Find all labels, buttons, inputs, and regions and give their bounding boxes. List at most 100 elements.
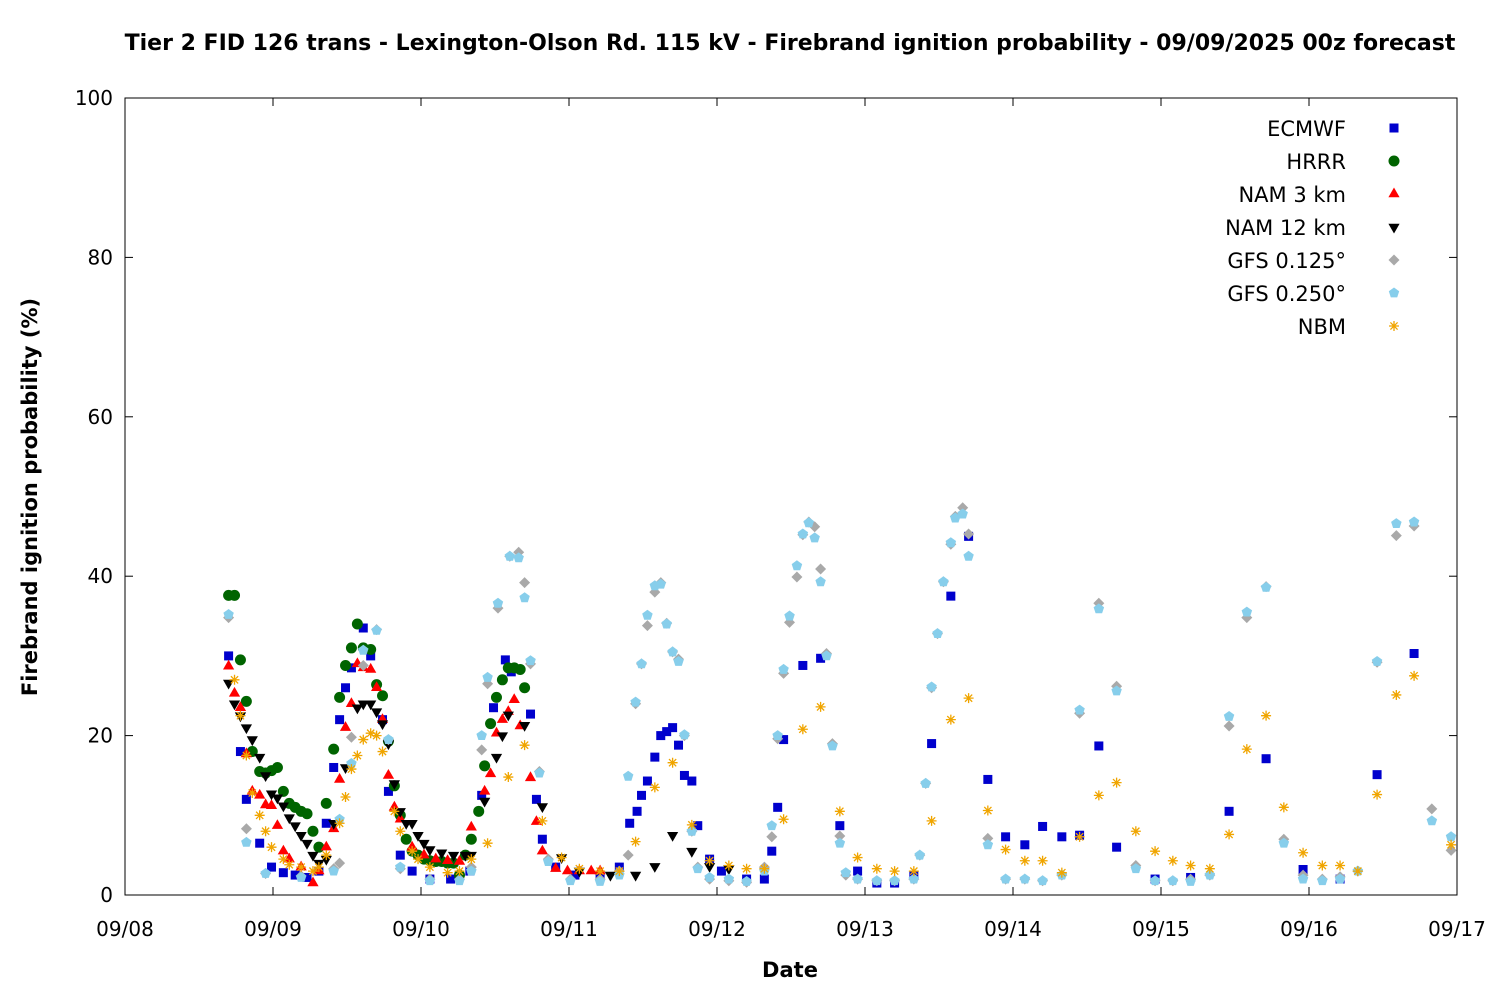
data-point <box>686 847 698 858</box>
data-point <box>1260 581 1272 592</box>
data-point <box>630 871 642 882</box>
data-point <box>365 728 376 739</box>
data-point <box>436 849 448 860</box>
data-point <box>271 819 284 829</box>
data-point <box>543 856 554 866</box>
data-point <box>346 758 357 768</box>
data-point <box>490 691 502 703</box>
data-point <box>500 655 510 665</box>
data-point <box>741 876 752 886</box>
data-point <box>321 818 331 828</box>
data-point <box>341 683 351 693</box>
data-point <box>504 550 515 561</box>
data-point <box>963 528 975 540</box>
data-point <box>679 770 689 780</box>
data-point <box>479 760 491 772</box>
data-point <box>254 810 265 821</box>
data-point <box>365 644 377 656</box>
data-point <box>277 802 289 813</box>
legend-marker <box>1389 321 1399 331</box>
data-point <box>371 730 382 741</box>
data-point <box>524 771 537 782</box>
data-point <box>536 803 548 813</box>
data-point <box>1298 847 1309 858</box>
data-point <box>821 650 832 661</box>
data-point <box>307 825 319 837</box>
data-point <box>945 714 956 725</box>
data-point <box>1298 864 1308 874</box>
data-point <box>1426 803 1438 815</box>
x-tick-label: 09/10 <box>392 917 450 941</box>
data-point <box>649 863 661 873</box>
data-point <box>228 686 241 697</box>
data-point <box>550 862 562 872</box>
data-point <box>926 815 937 826</box>
data-point <box>407 846 418 857</box>
data-point <box>565 875 576 886</box>
data-point <box>636 658 647 669</box>
data-point <box>1185 876 1196 886</box>
legend-label: NAM 3 km <box>1238 183 1346 207</box>
data-point <box>320 797 332 809</box>
y-tick-label: 100 <box>75 86 113 110</box>
data-point <box>358 623 368 633</box>
data-point <box>1261 754 1271 764</box>
data-point <box>482 838 493 849</box>
data-point <box>704 855 715 866</box>
data-point <box>260 772 272 782</box>
data-point <box>632 806 642 816</box>
data-point <box>496 713 508 723</box>
data-point <box>778 814 789 825</box>
data-point <box>1150 846 1161 857</box>
data-point <box>357 700 369 711</box>
data-point <box>1000 844 1011 855</box>
data-point <box>594 876 606 886</box>
data-point <box>1278 802 1289 813</box>
data-point <box>383 786 393 796</box>
data-point <box>496 732 508 743</box>
data-point <box>271 794 284 805</box>
data-point <box>351 704 363 715</box>
data-point <box>759 863 770 874</box>
data-point <box>1445 831 1457 842</box>
data-point <box>339 721 352 731</box>
data-point <box>625 818 635 828</box>
data-point <box>704 872 715 882</box>
y-tick-label: 20 <box>88 724 113 748</box>
data-point <box>382 769 395 779</box>
data-point <box>1409 649 1419 659</box>
legend-marker <box>1388 223 1400 234</box>
data-point <box>241 794 251 804</box>
data-point <box>679 729 690 740</box>
data-point <box>278 868 288 878</box>
data-point <box>649 782 660 793</box>
data-point <box>377 746 388 757</box>
data-point <box>340 791 351 802</box>
data-point <box>585 864 597 875</box>
data-point <box>556 852 567 863</box>
x-tick-label: 09/08 <box>96 917 154 941</box>
legend-marker <box>1388 287 1400 298</box>
data-point <box>307 866 318 877</box>
data-point <box>395 861 406 872</box>
data-point <box>255 838 265 848</box>
data-point <box>630 836 641 847</box>
data-point <box>1334 873 1346 884</box>
data-point <box>927 739 937 749</box>
data-point <box>766 820 777 831</box>
data-point <box>241 750 252 761</box>
data-point <box>365 662 377 673</box>
data-point <box>223 609 234 619</box>
data-point <box>473 805 485 817</box>
legend-label: NBM <box>1298 315 1346 339</box>
legend-marker <box>1388 155 1400 167</box>
legend-label: GFS 0.125° <box>1227 249 1346 273</box>
data-point <box>328 865 339 876</box>
data-point <box>815 576 826 587</box>
data-point <box>1093 603 1105 614</box>
data-point <box>454 875 465 886</box>
data-point <box>254 753 266 764</box>
data-point <box>430 852 442 863</box>
data-point <box>519 740 530 751</box>
data-point <box>723 873 735 884</box>
